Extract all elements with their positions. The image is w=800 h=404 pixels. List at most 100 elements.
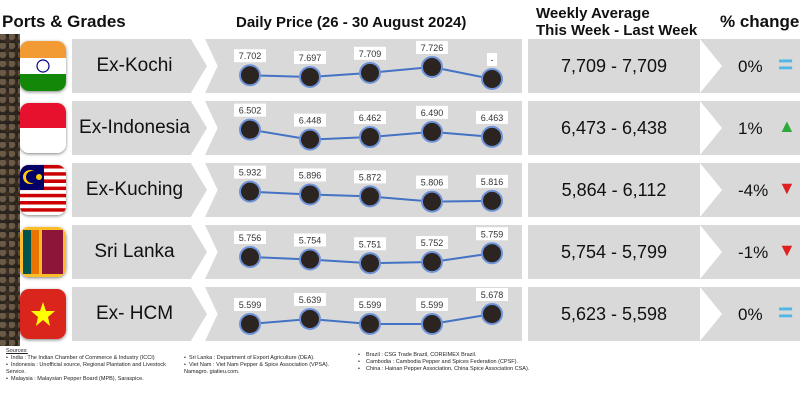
percent-change-panel: -4% ▼ — [700, 163, 800, 217]
price-label-box — [416, 175, 448, 189]
price-label-box — [354, 46, 386, 60]
weekly-average: 5,623 - 5,598 — [528, 287, 700, 341]
price-point — [421, 313, 443, 336]
weekly-average: 5,864 - 6,112 — [528, 163, 700, 217]
trend-down-icon: ▼ — [778, 178, 796, 198]
flag-srilanka-icon — [20, 227, 66, 277]
daily-price-panel: 5.599 5.639 5.599 5.599 5.678 — [205, 287, 522, 341]
source-cambodia: Cambodia : Cambodia Pepper and Spices Fe… — [366, 359, 518, 365]
price-label: 7.709 — [359, 49, 382, 59]
price-point — [299, 183, 321, 206]
price-point — [481, 125, 503, 148]
price-line-chart: 5.599 5.639 5.599 5.599 5.678 — [234, 288, 508, 336]
price-point — [299, 248, 321, 271]
price-label-box — [416, 298, 448, 312]
price-label: 7.726 — [421, 43, 444, 53]
price-point — [239, 118, 261, 141]
price-label-box — [476, 174, 508, 188]
price-label: - — [491, 55, 494, 65]
table-row: Ex-Kochi 7.702 7.697 7.709 7.726 - 7,709 - 7… — [0, 37, 800, 95]
price-label-box — [234, 231, 266, 244]
percent-change: -4% — [738, 181, 769, 200]
port-name: Ex-Kuching — [85, 179, 184, 200]
trend-equal-icon: = — [778, 297, 794, 327]
price-point — [481, 303, 503, 326]
price-label-box — [476, 288, 508, 302]
port-name: Ex-Kochi — [96, 55, 173, 76]
percent-change-panel: -1% ▼ — [700, 225, 800, 279]
price-label: 5.599 — [359, 300, 382, 310]
price-label: 6.502 — [239, 106, 262, 116]
price-point — [421, 120, 443, 143]
price-line-chart: 6.502 6.448 6.462 6.490 6.463 — [234, 103, 508, 151]
port-name: Ex- HCM — [95, 303, 174, 324]
price-label-box — [416, 40, 448, 54]
price-point — [239, 246, 261, 268]
price-point — [481, 68, 503, 90]
daily-price-panel: 7.702 7.697 7.709 7.726 - — [205, 39, 522, 93]
price-label-box — [294, 168, 326, 182]
daily-price-panel: 6.502 6.448 6.462 6.490 6.463 — [205, 101, 522, 155]
port-name: Ex-Indonesia — [79, 117, 190, 138]
price-label: 7.702 — [239, 51, 262, 61]
price-point — [299, 65, 321, 88]
price-point — [359, 252, 381, 275]
price-point — [239, 64, 261, 87]
price-point — [359, 313, 381, 336]
price-label-box — [294, 50, 326, 64]
price-label: 7.697 — [299, 53, 322, 63]
source-indonesia: Indonesia : Unofficial source, Regional … — [6, 362, 166, 375]
port-label: Ex-Indonesia — [72, 101, 207, 155]
percent-change-panel: 0% = — [700, 287, 800, 341]
source-china: China : Hainan Pepper Association, China… — [366, 366, 530, 372]
sources-col1: Sources: • India : The Indian Chamber of… — [6, 348, 178, 383]
sources-col3: • Brazil : CSG Trade Brazil, COREIMEX Br… — [358, 352, 530, 372]
price-label: 5.754 — [299, 236, 322, 246]
source-malaysia: Malaysia : Malaysian Pepper Board (MPB),… — [10, 376, 144, 382]
price-label-box — [354, 298, 386, 312]
price-label-box — [416, 105, 448, 119]
daily-price-panel: 5.932 5.896 5.872 5.806 5.816 — [205, 163, 522, 217]
price-label-box — [234, 298, 266, 312]
price-label: 5.599 — [239, 300, 262, 310]
header-weekly-average: Weekly Average — [536, 5, 650, 22]
source-india: India : The Indian Chamber of Commerce &… — [10, 355, 155, 361]
price-point — [481, 189, 503, 212]
flag-malaysia-icon — [20, 165, 66, 215]
price-label-box — [234, 49, 266, 63]
price-point — [299, 128, 321, 151]
price-point — [481, 242, 503, 265]
pepper-background — [0, 34, 20, 346]
price-label-box — [294, 113, 326, 127]
port-label: Ex-Kuching — [72, 163, 207, 217]
weekly-average: 6,473 - 6,438 — [528, 101, 700, 155]
port-label: Sri Lanka — [72, 225, 207, 279]
port-label: Ex-Kochi — [72, 39, 207, 93]
price-label: 5.678 — [481, 290, 504, 300]
price-label: 5.806 — [421, 178, 444, 188]
price-point — [421, 190, 443, 213]
table-row: Ex-Indonesia 6.502 6.448 6.462 6.490 6.463 6… — [0, 99, 800, 157]
price-label: 5.759 — [481, 229, 504, 239]
price-label-box — [476, 110, 508, 124]
price-point — [359, 185, 381, 208]
price-label-box — [234, 103, 266, 117]
price-label: 6.448 — [299, 116, 322, 126]
trend-up-icon: ▲ — [778, 116, 796, 136]
header-weekly-compare: This Week - Last Week — [536, 22, 698, 39]
price-label: 5.932 — [239, 168, 262, 178]
price-label: 5.816 — [481, 177, 504, 187]
price-label-box — [354, 170, 386, 184]
price-label-box — [487, 53, 497, 66]
price-point — [421, 55, 443, 78]
price-label: 6.462 — [359, 113, 382, 123]
percent-change-panel: 1% ▲ — [700, 101, 800, 155]
sources-title: Sources: — [6, 348, 28, 354]
table-row: Ex- HCM 5.599 5.639 5.599 5.599 5.678 5,623 … — [0, 285, 800, 343]
price-line-chart: 5.932 5.896 5.872 5.806 5.816 — [234, 165, 508, 213]
price-point — [239, 180, 261, 203]
price-label: 5.756 — [239, 233, 262, 243]
sources-col2: • Sri Lanka : Department of Export Agric… — [184, 355, 330, 375]
price-point — [299, 307, 321, 330]
price-label: 5.751 — [359, 239, 382, 249]
